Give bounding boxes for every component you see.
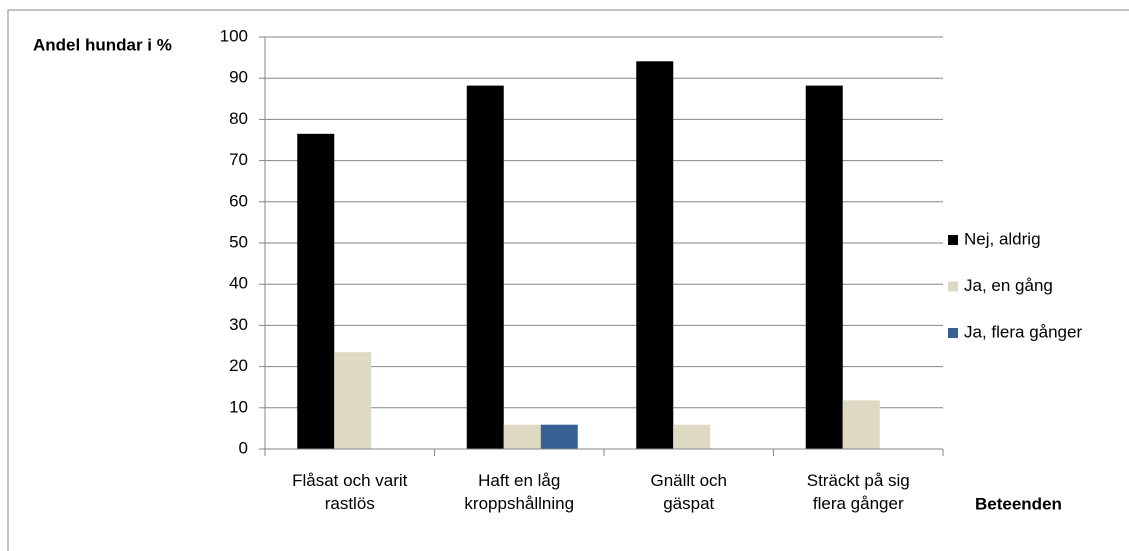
y-tick-label: 20: [229, 356, 248, 375]
legend-label: Ja, flera gånger: [964, 322, 1082, 341]
y-tick-label: 80: [229, 109, 248, 128]
y-tick-label: 50: [229, 232, 248, 251]
bar: [334, 352, 372, 449]
bar: [503, 424, 541, 449]
bar: [466, 85, 504, 449]
y-axis-title: Andel hundar i %: [33, 35, 172, 54]
legend-swatch: [948, 281, 958, 292]
bar: [540, 424, 578, 449]
bar: [805, 85, 843, 449]
x-axis-title: Beteenden: [975, 494, 1062, 513]
legend-label: Nej, aldrig: [964, 229, 1041, 248]
x-tick-label: Flåsat och varit rastlös: [292, 471, 408, 513]
bar: [297, 133, 335, 449]
bar: [842, 400, 880, 449]
y-tick-label: 10: [229, 397, 248, 416]
x-tick-label: Sträckt på sig flera gånger: [806, 471, 910, 513]
x-tick-label: Gnällt och gäspat: [650, 471, 728, 513]
legend-swatch: [948, 235, 958, 245]
y-tick-label: 70: [229, 150, 248, 169]
y-tick-label: 90: [229, 68, 248, 87]
legend-label: Ja, en gång: [964, 276, 1053, 295]
frame: [7, 9, 1129, 551]
legend-swatch: [948, 328, 958, 338]
y-tick-label: 100: [220, 26, 248, 45]
y-tick-label: 60: [229, 191, 248, 210]
y-tick-label: 0: [239, 438, 248, 457]
bar: [673, 424, 711, 449]
x-tick-label: Haft en låg kroppshållning: [464, 471, 575, 513]
y-tick-label: 40: [229, 274, 248, 293]
bar: [636, 61, 674, 450]
y-tick-label: 30: [229, 315, 248, 334]
